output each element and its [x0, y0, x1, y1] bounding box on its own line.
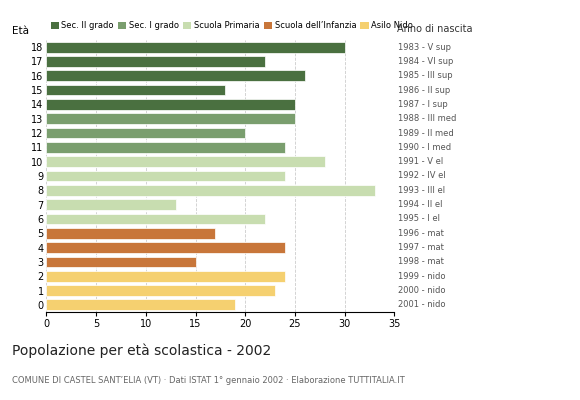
- Bar: [46, 42, 345, 52]
- Bar: [46, 300, 235, 310]
- Text: 1999 - nido: 1999 - nido: [398, 272, 445, 281]
- Text: 2001 - nido: 2001 - nido: [398, 300, 445, 309]
- Bar: [46, 214, 265, 224]
- Bar: [46, 113, 295, 124]
- Bar: [46, 185, 375, 196]
- Text: 1991 - V el: 1991 - V el: [398, 157, 443, 166]
- Text: 1983 - V sup: 1983 - V sup: [398, 43, 451, 52]
- Bar: [46, 142, 285, 153]
- Text: Età: Età: [12, 26, 28, 36]
- Text: 1998 - mat: 1998 - mat: [398, 257, 444, 266]
- Bar: [46, 128, 245, 138]
- Bar: [46, 285, 275, 296]
- Text: 2000 - nido: 2000 - nido: [398, 286, 445, 295]
- Text: COMUNE DI CASTEL SANT’ELIA (VT) · Dati ISTAT 1° gennaio 2002 · Elaborazione TUTT: COMUNE DI CASTEL SANT’ELIA (VT) · Dati I…: [12, 376, 404, 385]
- Text: 1992 - IV el: 1992 - IV el: [398, 172, 446, 180]
- Text: 1990 - I med: 1990 - I med: [398, 143, 451, 152]
- Text: Anno di nascita: Anno di nascita: [397, 24, 473, 34]
- Legend: Sec. II grado, Sec. I grado, Scuola Primaria, Scuola dell’Infanzia, Asilo Nido: Sec. II grado, Sec. I grado, Scuola Prim…: [50, 21, 413, 30]
- Bar: [46, 171, 285, 181]
- Text: 1987 - I sup: 1987 - I sup: [398, 100, 448, 109]
- Text: 1996 - mat: 1996 - mat: [398, 229, 444, 238]
- Bar: [46, 199, 176, 210]
- Text: 1994 - II el: 1994 - II el: [398, 200, 443, 209]
- Text: 1995 - I el: 1995 - I el: [398, 214, 440, 224]
- Bar: [46, 228, 215, 239]
- Text: 1988 - III med: 1988 - III med: [398, 114, 456, 123]
- Bar: [46, 271, 285, 282]
- Bar: [46, 156, 325, 167]
- Bar: [46, 242, 285, 253]
- Text: 1985 - III sup: 1985 - III sup: [398, 71, 453, 80]
- Bar: [46, 256, 195, 267]
- Text: 1986 - II sup: 1986 - II sup: [398, 86, 450, 95]
- Text: Popolazione per età scolastica - 2002: Popolazione per età scolastica - 2002: [12, 344, 271, 358]
- Bar: [46, 99, 295, 110]
- Text: 1989 - II med: 1989 - II med: [398, 128, 454, 138]
- Text: 1984 - VI sup: 1984 - VI sup: [398, 57, 454, 66]
- Bar: [46, 56, 265, 67]
- Bar: [46, 85, 226, 96]
- Text: 1993 - III el: 1993 - III el: [398, 186, 445, 195]
- Text: 1997 - mat: 1997 - mat: [398, 243, 444, 252]
- Bar: [46, 70, 305, 81]
